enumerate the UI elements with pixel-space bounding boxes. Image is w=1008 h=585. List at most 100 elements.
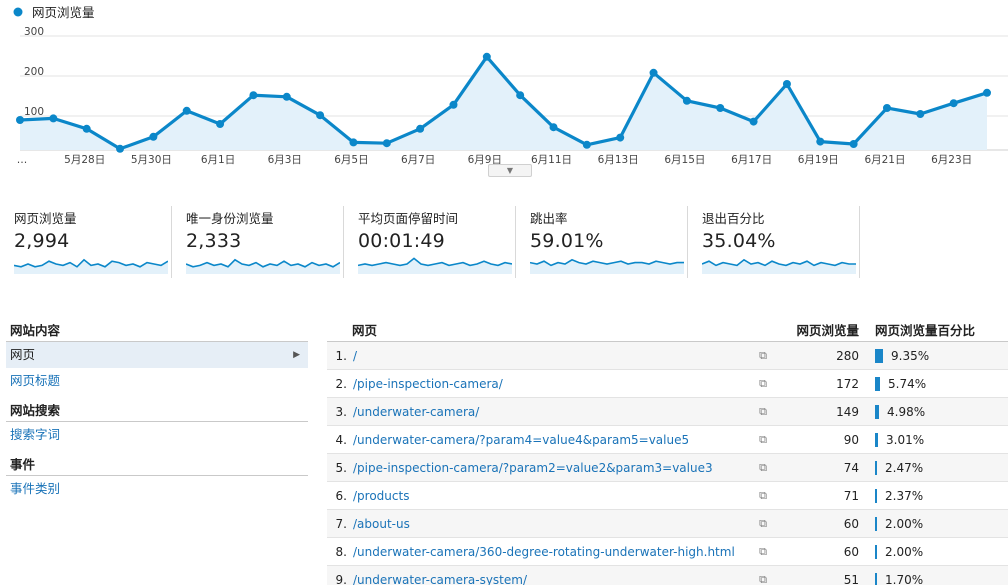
open-external-icon[interactable]: ⧉ — [759, 349, 767, 362]
x-tick-label: 6月9日 — [468, 154, 502, 166]
legend-label[interactable]: 网页浏览量 — [32, 5, 95, 20]
metric-sparkline — [530, 258, 684, 274]
pct-value: 1.70% — [885, 572, 924, 585]
metric-exit-rate[interactable]: 退出百分比 35.04% — [688, 206, 860, 278]
page-link[interactable]: /products — [353, 489, 410, 503]
page-link[interactable]: /pipe-inspection-camera/?param2=value2&p… — [353, 461, 713, 475]
data-point[interactable] — [782, 80, 791, 88]
open-external-icon[interactable]: ⧉ — [759, 489, 767, 502]
column-header-page[interactable]: 网页 — [352, 323, 378, 338]
page-link[interactable]: /underwater-camera/360-degree-rotating-u… — [353, 545, 735, 559]
data-point[interactable] — [416, 124, 425, 133]
x-tick-label: 6月21日 — [864, 154, 905, 166]
x-tick-label: 6月11日 — [531, 154, 572, 166]
pageviews-pct-cell: 3.01% — [859, 426, 1008, 453]
nav-heading-site-content: 网站内容 — [6, 320, 308, 342]
data-point[interactable] — [749, 117, 758, 126]
site-content-nav: 网站内容 网页 ▶ 网页标题 网站搜索 搜索字词 事件 事件类别 — [6, 320, 308, 502]
pageviews-value: 172 — [836, 377, 859, 391]
data-point[interactable] — [682, 96, 691, 105]
chevron-right-icon: ▶ — [293, 350, 300, 360]
open-external-icon[interactable]: ⧉ — [759, 545, 767, 558]
page-link[interactable]: /pipe-inspection-camera/ — [353, 377, 503, 391]
data-point[interactable] — [16, 116, 24, 124]
pageviews-pct-cell: 9.35% — [859, 342, 1008, 369]
pageviews-value: 51 — [843, 573, 859, 585]
nav-item-pages[interactable]: 网页 ▶ — [6, 342, 308, 368]
data-point[interactable] — [349, 138, 358, 147]
column-header-pageviews[interactable]: 网页浏览量 — [796, 323, 859, 338]
table-row: 9. /underwater-camera-system/ ⧉ 51 1.70% — [327, 566, 1008, 585]
data-point[interactable] — [949, 99, 958, 108]
data-point[interactable] — [582, 140, 591, 149]
metric-avg-time[interactable]: 平均页面停留时间 00:01:49 — [344, 206, 516, 278]
page-link[interactable]: /underwater-camera/?param4=value4&param5… — [353, 433, 690, 447]
table-row: 8. /underwater-camera/360-degree-rotating… — [327, 538, 1008, 566]
open-external-icon[interactable]: ⧉ — [759, 461, 767, 474]
data-point[interactable] — [216, 120, 225, 128]
metric-value: 35.04% — [702, 230, 776, 252]
page-link[interactable]: / — [353, 349, 358, 363]
expand-chart-handle[interactable]: ▼ — [488, 164, 532, 177]
column-header-pageviews-pct[interactable]: 网页浏览量百分比 — [875, 323, 976, 338]
open-external-icon[interactable]: ⧉ — [759, 573, 767, 585]
pct-bar — [875, 516, 877, 531]
data-point[interactable] — [249, 91, 258, 100]
sparkline-area — [702, 259, 856, 274]
sparkline-area — [358, 258, 512, 274]
data-point[interactable] — [382, 139, 391, 148]
open-external-icon[interactable]: ⧉ — [759, 433, 767, 446]
pageviews-value: 60 — [843, 545, 859, 559]
sparkline-line — [14, 258, 168, 268]
table-header: 网页 网页浏览量 网页浏览量百分比 — [327, 320, 1008, 342]
page-link[interactable]: /underwater-camera/ — [353, 405, 480, 419]
open-external-icon[interactable]: ⧉ — [759, 377, 767, 390]
pageviews-pct-cell: 1.70% — [859, 566, 1008, 585]
nav-item-page-titles[interactable]: 网页标题 — [10, 373, 61, 388]
data-point[interactable] — [482, 52, 491, 61]
nav-item-search-terms[interactable]: 搜索字词 — [10, 427, 61, 442]
data-point[interactable] — [616, 133, 625, 142]
x-tick-label: 6月7日 — [401, 154, 435, 166]
data-point[interactable] — [516, 91, 525, 100]
table-body: 1. / ⧉ 280 9.35% 2./pipe-inspection-camera/⧉ 1… — [327, 342, 1008, 585]
data-point[interactable] — [116, 144, 125, 153]
data-point[interactable] — [149, 132, 158, 141]
pct-value: 2.37% — [885, 488, 924, 503]
open-external-icon[interactable]: ⧉ — [759, 517, 767, 530]
row-index: 7. — [335, 517, 347, 531]
metric-sparkline — [702, 258, 856, 274]
data-point[interactable] — [849, 140, 858, 148]
x-tick-label: 5月28日 — [64, 154, 105, 166]
data-point[interactable] — [549, 123, 558, 132]
table-row: 3. /underwater-camera/ ⧉ 149 4.98% — [327, 398, 1008, 426]
open-external-icon[interactable]: ⧉ — [759, 405, 767, 418]
x-tick-label: 6月13日 — [598, 154, 639, 166]
data-point[interactable] — [282, 92, 291, 101]
data-point[interactable] — [816, 137, 825, 146]
data-point[interactable] — [449, 100, 458, 109]
data-point[interactable] — [882, 104, 891, 112]
data-point[interactable] — [82, 124, 91, 133]
page-link[interactable]: /underwater-camera-system/ — [353, 573, 528, 585]
data-point[interactable] — [49, 114, 58, 123]
metric-value: 2,333 — [186, 230, 242, 252]
page-link[interactable]: /about-us — [353, 517, 410, 531]
metric-pageviews[interactable]: 网页浏览量 2,994 — [0, 206, 172, 278]
pct-bar — [875, 432, 878, 447]
data-point[interactable] — [983, 88, 991, 97]
data-point[interactable] — [316, 111, 325, 120]
data-point[interactable] — [182, 106, 191, 115]
row-index: 5. — [335, 461, 347, 475]
table-row: 4. /underwater-camera/?param4=value4&para… — [327, 426, 1008, 454]
data-point[interactable] — [716, 104, 725, 112]
pageviews-value: 280 — [836, 349, 859, 363]
metrics-row: 网页浏览量 2,994 唯一身份浏览量 2,333 平均页面停留时间 00:01… — [0, 206, 860, 278]
data-point[interactable] — [916, 110, 925, 118]
metric-unique-pageviews[interactable]: 唯一身份浏览量 2,333 — [172, 206, 344, 278]
pageviews-pct-cell: 2.00% — [859, 510, 1008, 537]
pct-value: 9.35% — [891, 348, 930, 363]
metric-bounce-rate[interactable]: 跳出率 59.01% — [516, 206, 688, 278]
nav-item-event-category[interactable]: 事件类别 — [10, 481, 61, 496]
data-point[interactable] — [649, 68, 658, 77]
